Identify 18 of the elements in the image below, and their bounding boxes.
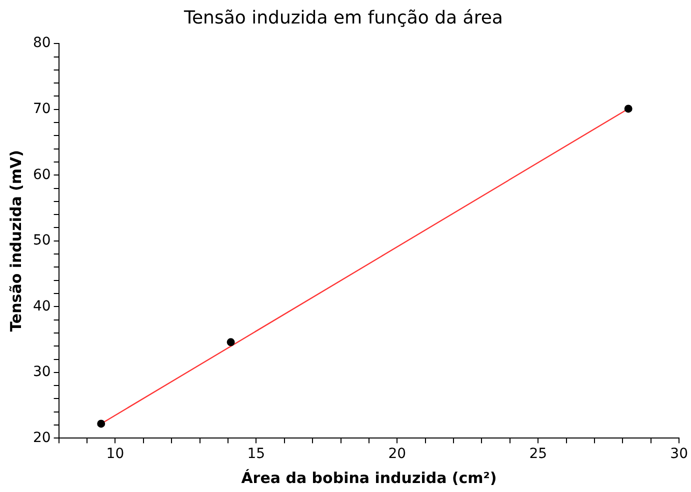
x-tick-label: 15 <box>247 446 266 462</box>
y-tick-label: 50 <box>32 232 51 249</box>
x-tick-label: 25 <box>529 446 548 462</box>
y-tick-label: 80 <box>32 35 51 52</box>
chart-title: Tensão induzida em função da área <box>183 7 503 28</box>
x-tick-label: 30 <box>670 446 688 462</box>
point <box>226 338 235 346</box>
x-axis-title: Área da bobina induzida (cm²) <box>241 468 497 487</box>
point <box>624 104 632 113</box>
y-tick-label: 20 <box>32 430 51 446</box>
x-tick-label: 10 <box>106 446 124 462</box>
y-axis-title: Tensão induzida (mV) <box>6 150 25 332</box>
y-tick-label: 60 <box>32 166 51 183</box>
y-tick-label: 40 <box>32 298 51 314</box>
point <box>97 420 106 428</box>
x-tick-label: 20 <box>388 446 406 462</box>
y-tick-label: 70 <box>32 101 51 118</box>
y-tick-label: 30 <box>32 364 51 380</box>
